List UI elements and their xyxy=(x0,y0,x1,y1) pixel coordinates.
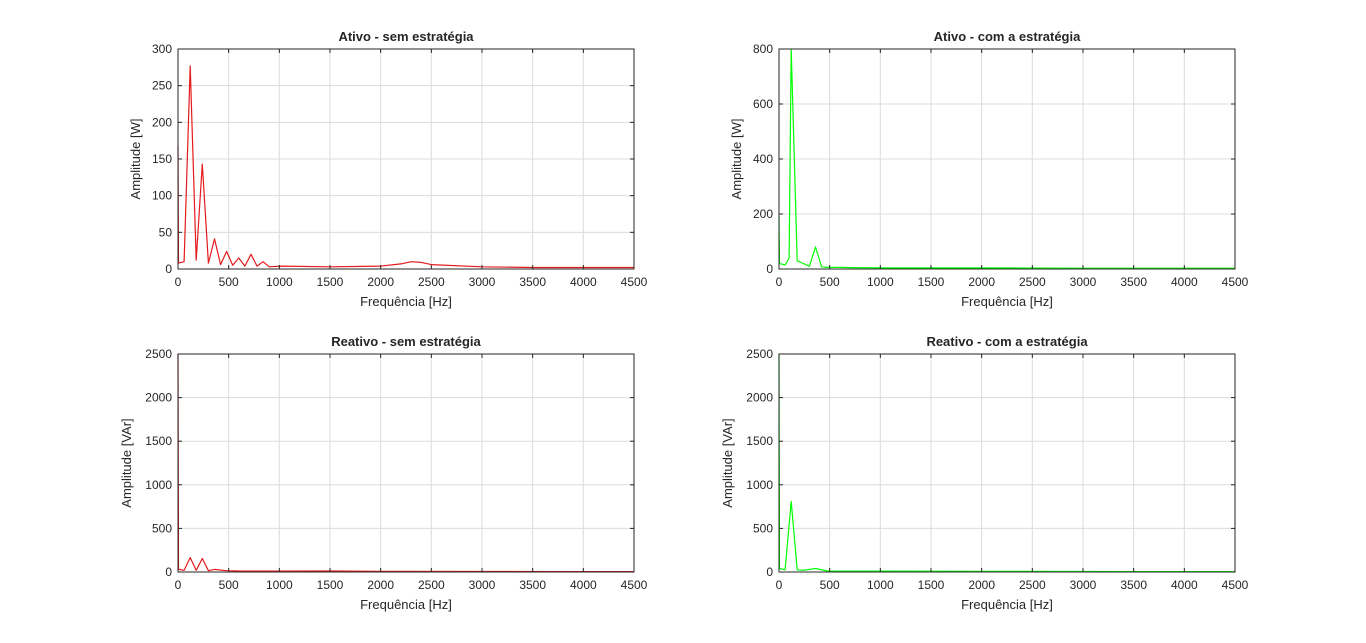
x-tick-label: 1500 xyxy=(918,578,945,592)
plot-area xyxy=(779,354,1235,572)
series-line-1 xyxy=(778,353,1235,573)
y-tick-label: 150 xyxy=(152,152,172,166)
x-tick-label: 500 xyxy=(820,578,840,592)
x-tick-label: 1000 xyxy=(867,578,894,592)
x-tick-label: 3000 xyxy=(1070,578,1097,592)
x-tick-label: 0 xyxy=(776,275,783,289)
y-tick-label: 50 xyxy=(159,225,173,239)
y-tick-label: 1500 xyxy=(145,434,172,448)
y-tick-label: 1000 xyxy=(746,478,773,492)
x-axis-label: Frequência [Hz] xyxy=(360,294,452,309)
x-tick-label: 4500 xyxy=(1222,578,1249,592)
x-tick-label: 3500 xyxy=(519,275,546,289)
x-tick-label: 3500 xyxy=(1120,578,1147,592)
x-tick-label: 0 xyxy=(776,578,783,592)
y-tick-label: 0 xyxy=(165,262,172,276)
x-tick-label: 2500 xyxy=(418,275,445,289)
y-tick-label: 0 xyxy=(766,565,773,579)
x-axis-label: Frequência [Hz] xyxy=(360,597,452,612)
chart-title: Reativo - com a estratégia xyxy=(926,334,1088,349)
y-tick-label: 1000 xyxy=(145,478,172,492)
x-tick-label: 3000 xyxy=(469,275,496,289)
x-tick-label: 4000 xyxy=(1171,275,1198,289)
x-tick-label: 1000 xyxy=(266,578,293,592)
x-tick-label: 500 xyxy=(219,275,239,289)
x-tick-label: 500 xyxy=(219,578,239,592)
x-tick-label: 4500 xyxy=(621,275,648,289)
series-line-1 xyxy=(778,48,1235,269)
y-axis-label: Amplitude [VAr] xyxy=(720,418,735,507)
y-tick-label: 200 xyxy=(753,207,773,221)
y-tick-label: 400 xyxy=(753,152,773,166)
x-tick-label: 0 xyxy=(175,275,182,289)
series-line-1 xyxy=(177,65,634,269)
subplot-2: 0 500 1000 1500 2000 2500 3000 3500 4000 4500 0 200… xyxy=(729,29,1249,309)
x-tick-label: 1500 xyxy=(918,275,945,289)
y-tick-label: 100 xyxy=(152,189,172,203)
y-tick-label: 600 xyxy=(753,97,773,111)
subplot-4: 0 500 1000 1500 2000 2500 3000 3500 4000 4500 0 500… xyxy=(720,334,1249,612)
x-tick-label: 1000 xyxy=(266,275,293,289)
y-tick-label: 500 xyxy=(152,521,172,535)
y-tick-label: 500 xyxy=(753,521,773,535)
chart-title: Ativo - com a estratégia xyxy=(934,29,1081,44)
x-axis-label: Frequência [Hz] xyxy=(961,597,1053,612)
x-tick-label: 3000 xyxy=(1070,275,1097,289)
x-tick-label: 2000 xyxy=(367,275,394,289)
x-tick-label: 500 xyxy=(820,275,840,289)
x-tick-label: 1500 xyxy=(317,275,344,289)
x-tick-label: 2500 xyxy=(1019,275,1046,289)
x-tick-label: 2500 xyxy=(1019,578,1046,592)
y-tick-label: 2500 xyxy=(145,347,172,361)
x-tick-label: 2000 xyxy=(968,578,995,592)
y-tick-label: 2000 xyxy=(145,391,172,405)
x-tick-label: 3500 xyxy=(519,578,546,592)
x-tick-label: 1000 xyxy=(867,275,894,289)
axes-box xyxy=(177,353,635,573)
y-axis-label: Amplitude [W] xyxy=(128,119,143,200)
plot-area xyxy=(178,354,634,572)
x-tick-label: 2000 xyxy=(367,578,394,592)
x-tick-label: 0 xyxy=(175,578,182,592)
x-tick-label: 2500 xyxy=(418,578,445,592)
x-tick-label: 3000 xyxy=(469,578,496,592)
x-tick-label: 4000 xyxy=(570,275,597,289)
y-axis-label: Amplitude [W] xyxy=(729,119,744,200)
x-tick-label: 4500 xyxy=(1222,275,1249,289)
x-tick-label: 4000 xyxy=(1171,578,1198,592)
y-tick-label: 200 xyxy=(152,115,172,129)
y-tick-label: 250 xyxy=(152,79,172,93)
subplot-3: 0 500 1000 1500 2000 2500 3000 3500 4000 4500 0 500… xyxy=(119,334,648,612)
x-axis-label: Frequência [Hz] xyxy=(961,294,1053,309)
x-tick-label: 4500 xyxy=(621,578,648,592)
y-tick-label: 800 xyxy=(753,42,773,56)
axes-box xyxy=(778,353,1236,573)
x-tick-label: 4000 xyxy=(570,578,597,592)
y-tick-label: 0 xyxy=(766,262,773,276)
y-tick-label: 1500 xyxy=(746,434,773,448)
chart-title: Reativo - sem estratégia xyxy=(331,334,481,349)
y-tick-label: 300 xyxy=(152,42,172,56)
y-tick-label: 0 xyxy=(165,565,172,579)
x-tick-label: 3500 xyxy=(1120,275,1147,289)
x-tick-label: 2000 xyxy=(968,275,995,289)
y-axis-label: Amplitude [VAr] xyxy=(119,418,134,507)
x-tick-label: 1500 xyxy=(317,578,344,592)
y-tick-label: 2000 xyxy=(746,391,773,405)
chart-title: Ativo - sem estratégia xyxy=(338,29,474,44)
subplot-1: 0 500 1000 1500 2000 2500 3000 3500 4000 4500 0 50 1… xyxy=(128,29,648,309)
y-tick-label: 2500 xyxy=(746,347,773,361)
